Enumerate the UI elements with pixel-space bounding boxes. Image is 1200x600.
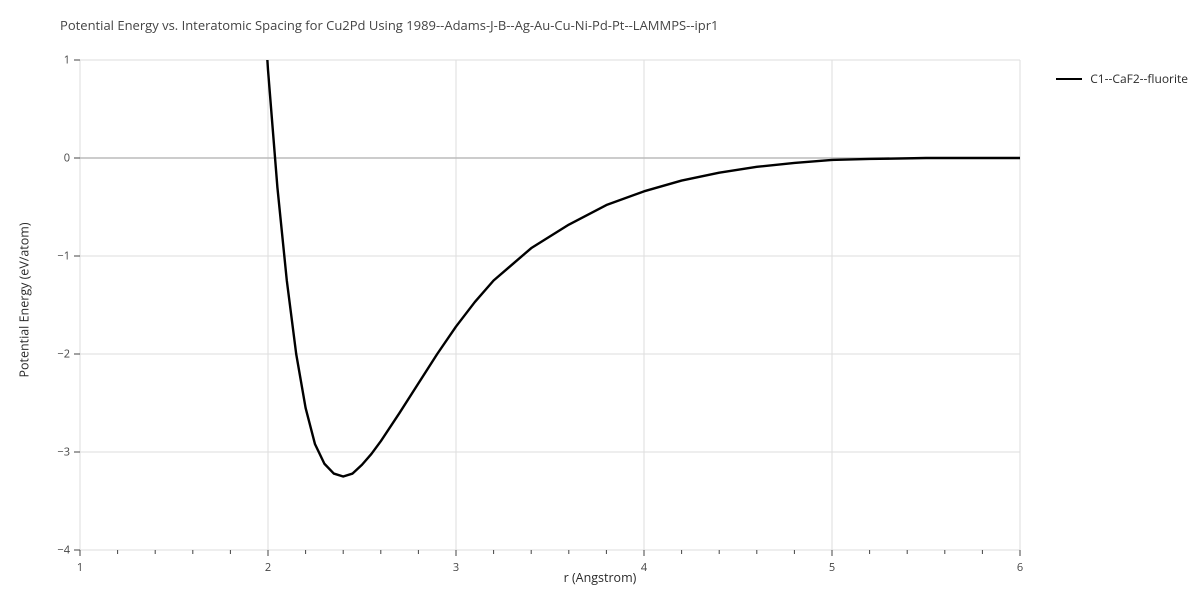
legend: C1--CaF2--fluorite — [1056, 70, 1188, 87]
legend-swatch — [1056, 78, 1082, 80]
legend-label: C1--CaF2--fluorite — [1090, 70, 1188, 87]
xtick-label: 6 — [1017, 560, 1023, 575]
ytick-label: −2 — [30, 347, 70, 362]
xtick-label: 5 — [829, 560, 835, 575]
xtick-label: 3 — [453, 560, 459, 575]
xtick-label: 2 — [265, 560, 271, 575]
ytick-label: −4 — [30, 543, 70, 558]
ytick-label: 1 — [30, 53, 70, 68]
xtick-label: 1 — [77, 560, 83, 575]
chart-container: Potential Energy vs. Interatomic Spacing… — [0, 0, 1200, 600]
ytick-label: −3 — [30, 445, 70, 460]
ytick-label: 0 — [30, 151, 70, 166]
xtick-label: 4 — [641, 560, 647, 575]
ytick-label: −1 — [30, 249, 70, 264]
plot-area — [0, 0, 1200, 600]
chart-title: Potential Energy vs. Interatomic Spacing… — [60, 16, 719, 34]
